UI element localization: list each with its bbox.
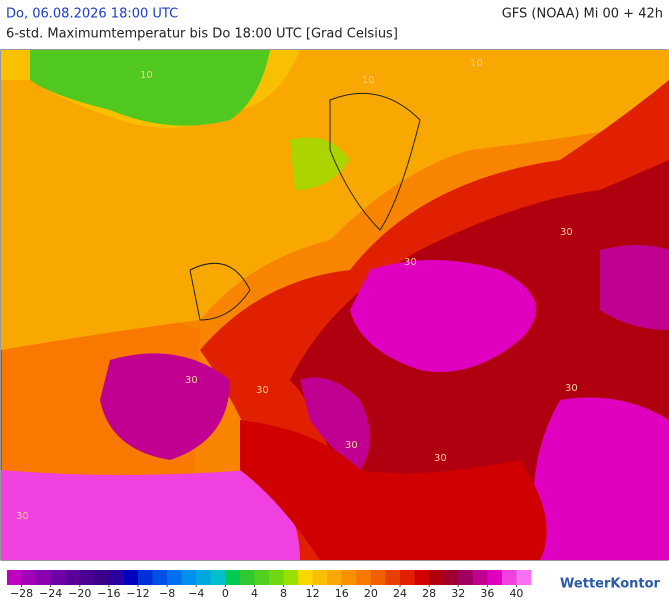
contour-label: 10 bbox=[470, 58, 483, 69]
legend-swatch bbox=[400, 570, 415, 585]
legend-tick-label: 40 bbox=[509, 587, 523, 600]
contour-label: 30 bbox=[565, 383, 578, 394]
legend-tick-label: −4 bbox=[188, 587, 204, 600]
legend-swatch bbox=[254, 570, 270, 585]
legend-swatch bbox=[108, 570, 124, 585]
legend-swatch bbox=[443, 570, 459, 585]
legend-swatch bbox=[181, 570, 197, 585]
legend-swatch bbox=[298, 570, 314, 585]
legend-swatch bbox=[356, 570, 372, 585]
legend-swatch bbox=[414, 570, 430, 585]
legend-tick-label: 28 bbox=[422, 587, 436, 600]
legend-swatch bbox=[516, 570, 532, 585]
legend-swatch bbox=[458, 570, 474, 585]
legend-tick-label: −12 bbox=[126, 587, 149, 600]
legend: −28 −24 −20 −16 −12 −8 −4 0 4 8 12 16 20 24 28 32 36 40 bbox=[7, 570, 532, 600]
legend-tick-label: −20 bbox=[68, 587, 91, 600]
legend-tick-label: 24 bbox=[393, 587, 407, 600]
legend-tick-label: 16 bbox=[335, 587, 349, 600]
legend-swatch bbox=[239, 570, 255, 585]
legend-swatch bbox=[65, 570, 81, 585]
map bbox=[0, 49, 669, 561]
legend-swatch bbox=[225, 570, 241, 585]
legend-swatch bbox=[210, 570, 226, 585]
legend-swatch bbox=[79, 570, 95, 585]
legend-swatch bbox=[36, 570, 52, 585]
legend-tick-label: 36 bbox=[480, 587, 494, 600]
legend-swatch bbox=[487, 570, 503, 585]
contour-label: 30 bbox=[345, 440, 358, 451]
contour-label: 30 bbox=[16, 511, 29, 522]
date: Do, 06.08.2026 18:00 UTC bbox=[6, 7, 178, 22]
legend-tick-label: −24 bbox=[39, 587, 62, 600]
legend-swatch bbox=[167, 570, 183, 585]
legend-tick-label: 20 bbox=[364, 587, 378, 600]
legend-swatch bbox=[341, 570, 357, 585]
legend-tick-label: 8 bbox=[280, 587, 287, 600]
legend-tick-label: −28 bbox=[10, 587, 33, 600]
legend-swatch bbox=[472, 570, 488, 585]
subtitle: 6-std. Maximumtemperatur bis Do 18:00 UT… bbox=[6, 27, 398, 42]
legend-swatch bbox=[196, 570, 212, 585]
legend-swatch bbox=[385, 570, 401, 585]
legend-swatch bbox=[94, 570, 110, 585]
contour-label: 30 bbox=[404, 257, 417, 268]
logo: WetterKontor bbox=[560, 577, 661, 592]
legend-tick-label: −16 bbox=[97, 587, 120, 600]
legend-swatch bbox=[501, 570, 517, 585]
contour-label: 30 bbox=[434, 453, 447, 464]
legend-tick-label: 4 bbox=[251, 587, 258, 600]
contour-label: 30 bbox=[185, 375, 198, 386]
legend-swatch bbox=[123, 570, 139, 585]
legend-tick-label: 0 bbox=[222, 587, 229, 600]
legend-swatch bbox=[312, 570, 328, 585]
contour-label: 10 bbox=[362, 75, 375, 86]
legend-swatch bbox=[138, 570, 153, 585]
contour-labels: 10 10 10 30 30 30 30 30 30 30 30 bbox=[16, 58, 578, 522]
legend-swatch bbox=[370, 570, 386, 585]
legend-tick-label: −8 bbox=[159, 587, 175, 600]
legend-swatch bbox=[7, 570, 22, 585]
contour-label: 30 bbox=[256, 385, 269, 396]
contour-label: 10 bbox=[140, 70, 153, 81]
legend-tick-label: 32 bbox=[451, 587, 465, 600]
legend-swatch bbox=[50, 570, 66, 585]
legend-swatch bbox=[327, 570, 343, 585]
legend-tick-label: 12 bbox=[306, 587, 320, 600]
legend-swatch bbox=[152, 570, 168, 585]
contour-label: 30 bbox=[560, 227, 573, 238]
legend-swatch bbox=[283, 570, 299, 585]
legend-swatch bbox=[269, 570, 284, 585]
model: GFS (NOAA) Mi 00 + 42h bbox=[502, 7, 663, 22]
legend-swatch bbox=[21, 570, 37, 585]
legend-swatch bbox=[429, 570, 445, 585]
